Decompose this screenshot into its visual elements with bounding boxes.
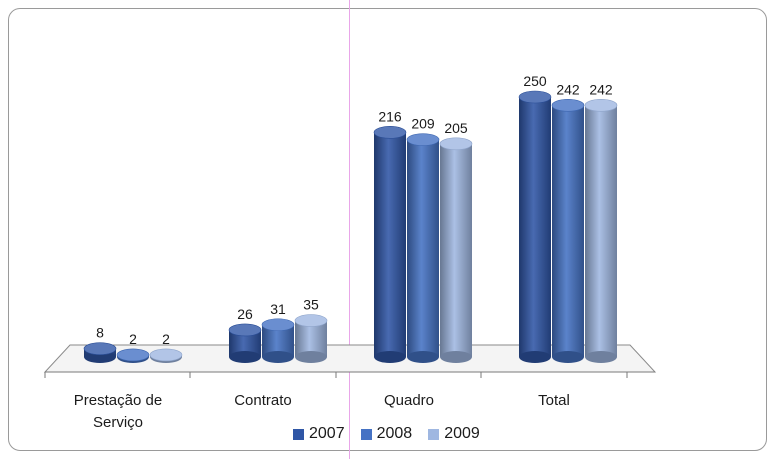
category-label-0: Prestação de Serviço [74, 392, 162, 431]
bar-2007-0 [83, 342, 117, 363]
data-label-2007-3: 250 [523, 73, 547, 89]
category-label-3: Total [538, 392, 570, 409]
data-label-2007-0: 8 [96, 325, 104, 341]
legend-swatch-2008 [360, 428, 372, 440]
legend-item-2008: 2008 [360, 425, 413, 443]
bar-2007-3 [518, 90, 552, 363]
data-label-2009-0: 2 [162, 331, 170, 347]
data-label-2008-3: 242 [556, 81, 580, 97]
legend-item-2007: 2007 [293, 425, 345, 443]
category-label-2: Quadro [384, 392, 434, 409]
chart-legend: 2007 2008 2009 [293, 425, 496, 443]
legend-label-2009: 2009 [444, 425, 480, 442]
bar-2008-1 [261, 318, 295, 363]
data-label-2009-2: 205 [444, 120, 468, 136]
data-label-2008-1: 31 [270, 301, 286, 317]
data-label-2007-2: 216 [378, 108, 402, 124]
legend-swatch-2009 [428, 428, 440, 440]
bar-2009-0 [149, 348, 183, 363]
bar-2009-1 [294, 314, 328, 363]
data-label-2008-2: 209 [411, 116, 435, 132]
bar-2008-3 [551, 99, 585, 363]
bar-2008-0 [116, 348, 150, 363]
legend-swatch-2007 [293, 428, 304, 440]
data-label-2008-0: 2 [129, 331, 137, 347]
bar-2008-2 [406, 133, 440, 363]
bar-2009-3 [584, 99, 618, 363]
data-label-2009-3: 242 [589, 81, 613, 97]
category-label-1: Contrato [234, 392, 292, 409]
legend-item-2009: 2009 [428, 425, 480, 443]
legend-label-2007: 2007 [309, 425, 345, 442]
data-label-2009-1: 35 [303, 297, 319, 313]
data-label-2007-1: 26 [237, 306, 253, 322]
legend-label-2008: 2008 [376, 425, 413, 442]
bar-2009-2 [439, 137, 473, 363]
vertical-guide-line [349, 0, 350, 459]
bar-2007-1 [228, 323, 262, 363]
bar-2007-2 [373, 126, 407, 363]
